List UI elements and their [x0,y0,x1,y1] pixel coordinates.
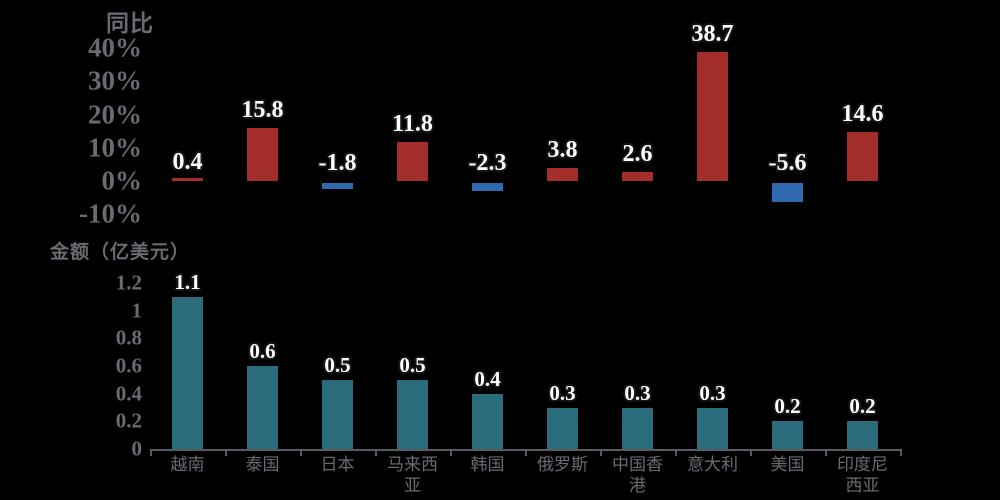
amount-bar-south-korea [472,393,503,449]
amount-chart-title: 金额（亿美元） [50,241,191,263]
yoy-bar-indonesia [847,132,878,181]
yoy-value-label-malaysia: 11.8 [392,110,433,137]
amount-bar-hong-kong-china [622,407,653,449]
x-axis-category-label-hong-kong-china: 中国香 港 [612,455,663,496]
yoy-value-label-usa: -5.6 [768,150,807,176]
amount-value-label-vietnam: 1.1 [174,269,201,294]
amount-x-axis-tick-mark [450,449,452,456]
amount-value-label-malaysia: 0.5 [399,352,426,377]
yoy-value-label-thailand: 15.8 [241,97,284,124]
amount-y-axis-tick-label: 0 [131,436,143,461]
amount-x-axis-tick-mark [750,449,752,456]
amount-x-axis-tick-mark [675,449,677,456]
amount-y-axis-tick-label: 0.6 [115,353,142,378]
yoy-bar-hong-kong-china [622,172,653,181]
amount-value-label-south-korea: 0.4 [474,366,501,391]
yoy-value-label-hong-kong-china: 2.6 [622,141,653,168]
amount-x-axis-tick-mark [900,449,902,456]
yoy-bar-malaysia [397,141,428,181]
yoy-value-label-italy: 38.7 [691,21,734,48]
yoy-value-label-south-korea: -2.3 [468,150,507,176]
yoy-y-axis-tick-label: 10% [88,132,142,163]
amount-x-axis-tick-mark [825,449,827,456]
yoy-bar-japan [322,183,353,189]
amount-y-axis-tick-label: 1.2 [115,270,142,295]
amount-value-label-hong-kong-china: 0.3 [624,380,651,405]
x-axis-category-label-south-korea: 韩国 [470,455,505,475]
yoy-bar-russia [547,168,578,181]
amount-value-label-russia: 0.3 [549,380,576,405]
yoy-y-axis-tick-label: 0% [101,165,143,196]
amount-value-label-italy: 0.3 [699,380,726,405]
amount-value-label-indonesia: 0.2 [849,394,876,419]
amount-x-axis-tick-mark [150,449,152,456]
amount-value-label-japan: 0.5 [324,352,351,377]
x-axis-category-label-usa: 美国 [770,455,805,475]
x-axis-category-label-japan: 日本 [320,455,355,475]
yoy-value-label-vietnam: 0.4 [172,148,203,175]
x-axis-category-label-indonesia: 印度尼 西亚 [837,455,888,496]
yoy-y-axis-tick-label: 30% [88,65,142,96]
yoy-bar-italy [697,52,728,181]
x-axis-category-label-russia: 俄罗斯 [537,455,588,475]
amount-x-axis-tick-mark [300,449,302,456]
amount-value-label-usa: 0.2 [774,394,801,419]
amount-x-axis-tick-mark [600,449,602,456]
amount-bar-thailand [247,366,278,449]
amount-y-axis-tick-label: 0.8 [115,325,142,350]
yoy-bar-vietnam [172,178,203,181]
yoy-bar-thailand [247,128,278,181]
yoy-y-axis-tick-label: -10% [79,198,142,229]
x-axis-category-label-vietnam: 越南 [170,455,205,475]
yoy-bar-south-korea [472,183,503,191]
amount-bar-japan [322,379,353,449]
x-axis-category-label-malaysia: 马来西 亚 [387,455,438,496]
amount-x-axis-tick-mark [375,449,377,456]
amount-x-axis-tick-mark [525,449,527,456]
x-axis-category-label-thailand: 泰国 [245,455,280,475]
amount-bar-malaysia [397,379,428,449]
yoy-y-axis-tick-label: 20% [88,99,142,129]
amount-y-axis-tick-label: 0.4 [115,381,142,406]
amount-y-axis-tick-label: 1 [131,298,143,323]
amount-bar-italy [697,407,728,449]
amount-bar-russia [547,407,578,449]
amount-bar-vietnam [172,296,203,449]
yoy-value-label-indonesia: 14.6 [841,101,884,128]
yoy-bar-usa [772,183,803,202]
yoy-value-label-russia: 3.8 [547,137,578,164]
amount-y-axis-tick-label: 0.2 [115,408,142,433]
yoy-y-axis-tick-label: 40% [88,32,142,63]
yoy-chart-title: 同比 [106,11,154,37]
amount-bar-indonesia [847,421,878,449]
amount-x-axis-tick-mark [225,449,227,456]
x-axis-category-label-italy: 意大利 [687,455,738,475]
amount-value-label-thailand: 0.6 [249,339,276,363]
yoy-value-label-japan: -1.8 [318,150,357,176]
amount-bar-usa [772,421,803,449]
